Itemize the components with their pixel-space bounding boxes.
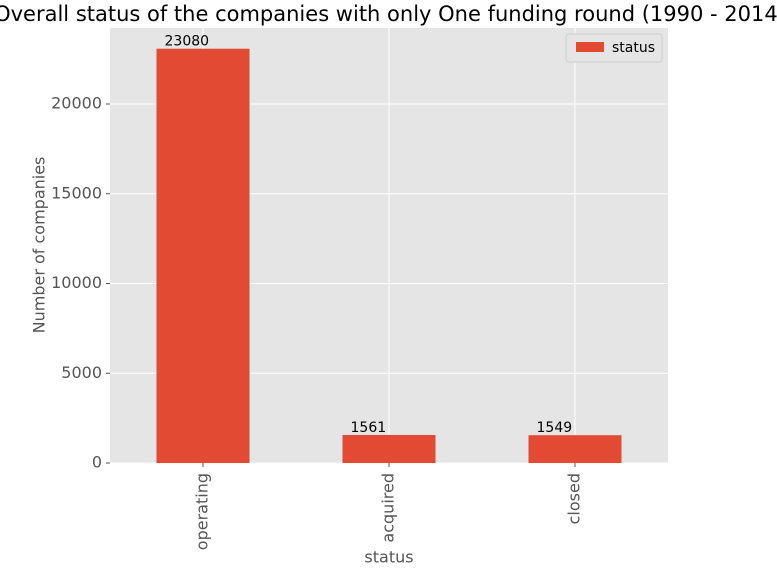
value-label: 1549 <box>537 420 573 436</box>
x-tick-label: operating <box>193 473 212 550</box>
y-tick-label: 10000 <box>51 273 102 292</box>
bar <box>156 48 250 463</box>
legend-label: status <box>612 40 655 56</box>
x-axis-label: status <box>364 548 413 567</box>
bar <box>342 434 436 463</box>
legend-box <box>565 33 663 63</box>
chart-title: Overall status of the companies with onl… <box>0 2 777 26</box>
x-tick-label: closed <box>565 473 584 524</box>
y-tick-label: 20000 <box>51 94 102 113</box>
bar <box>528 435 622 463</box>
y-tick-label: 0 <box>92 453 102 472</box>
y-tick-label: 15000 <box>51 183 102 202</box>
legend-swatch <box>576 42 604 52</box>
x-tick-label: acquired <box>379 473 398 543</box>
value-label: 23080 <box>165 34 210 50</box>
y-tick-label: 5000 <box>61 363 102 382</box>
y-axis-label: Number of companies <box>30 157 49 334</box>
value-label: 1561 <box>351 420 387 436</box>
